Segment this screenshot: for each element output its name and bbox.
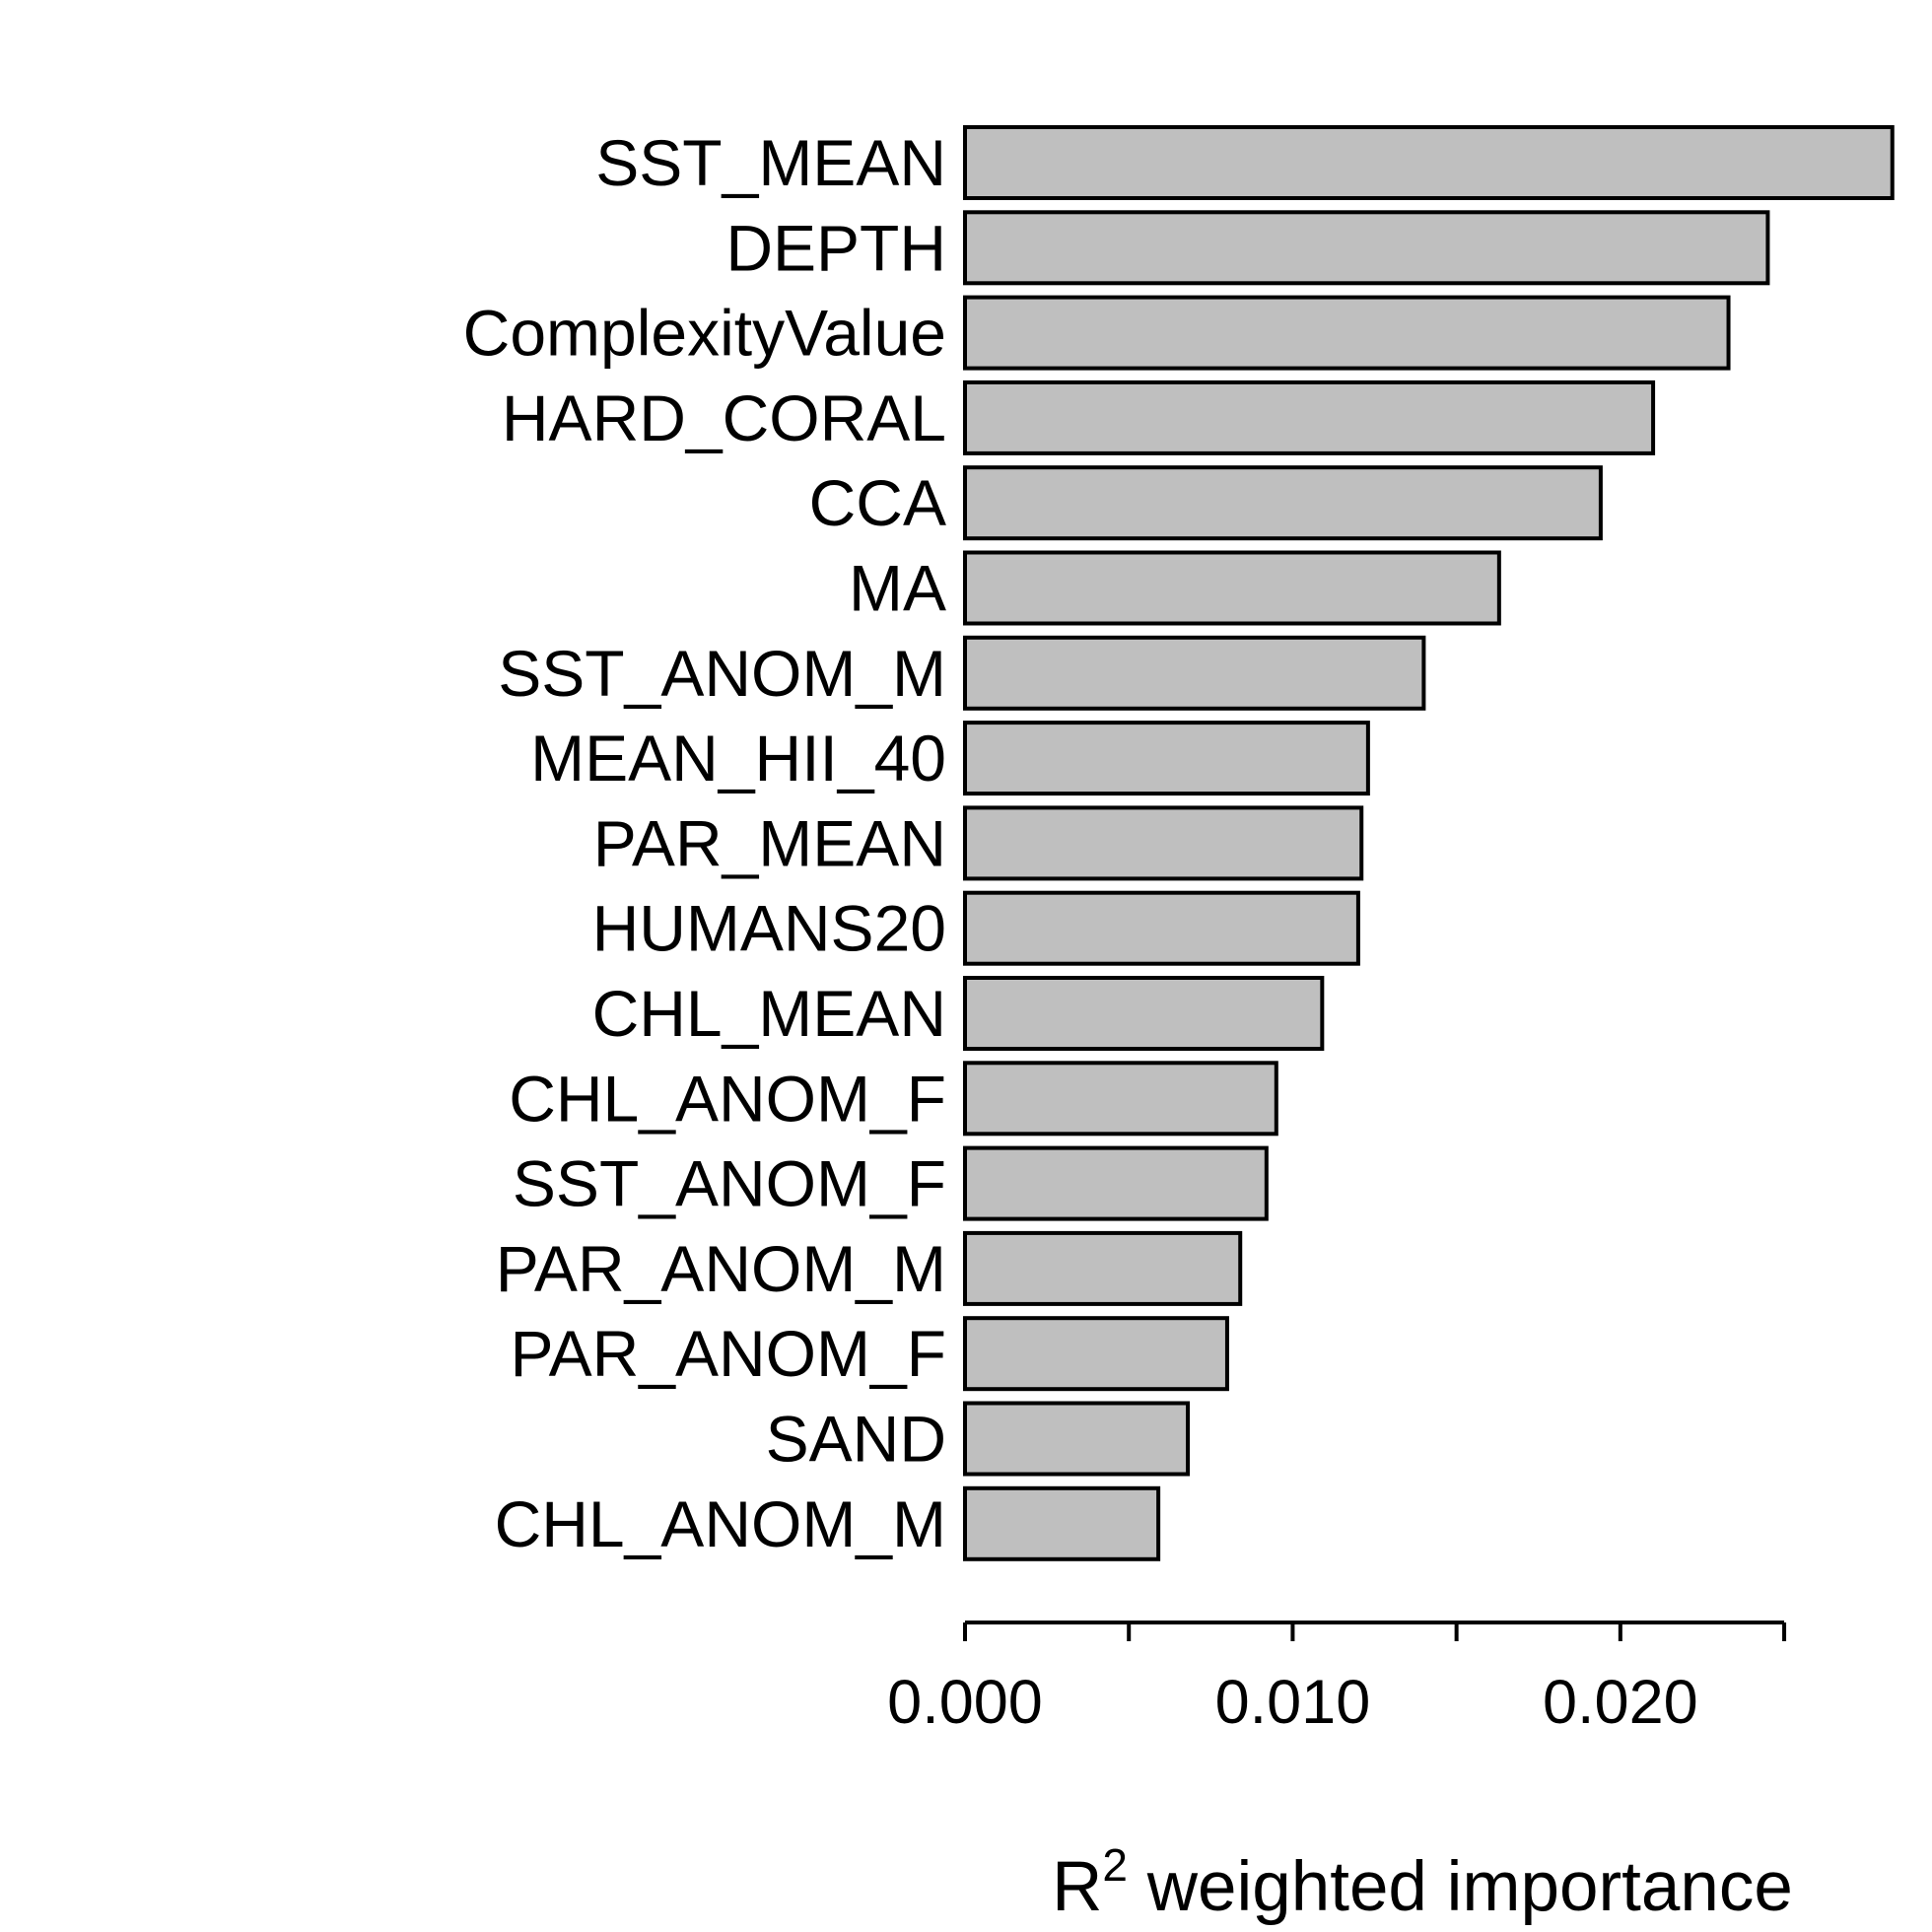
bar — [963, 1230, 1243, 1306]
bar — [963, 1061, 1278, 1137]
y-tick-label: PAR_ANOM_F — [510, 1317, 946, 1390]
bar — [963, 721, 1370, 796]
bar — [963, 635, 1426, 711]
bar — [963, 295, 1731, 371]
y-tick-label: CHL_ANOM_F — [509, 1062, 946, 1135]
bar — [963, 976, 1325, 1051]
bar — [963, 550, 1501, 626]
bar — [963, 125, 1895, 200]
x-axis-label: R2 weighted importance — [1052, 1839, 1793, 1926]
y-tick-label: CCA — [809, 466, 946, 539]
bar — [963, 1485, 1161, 1561]
x-tick-label: 0.020 — [1543, 1668, 1698, 1737]
bar — [963, 210, 1770, 286]
x-label-rest: weighted importance — [1128, 1848, 1793, 1926]
bar — [963, 890, 1360, 966]
y-tick-label: SST_ANOM_F — [513, 1147, 946, 1220]
y-tick-label: MA — [849, 552, 946, 625]
y-tick-label: SAND — [766, 1403, 946, 1476]
y-tick-label: ComplexityValue — [463, 297, 946, 370]
x-tick-label: 0.010 — [1215, 1668, 1371, 1737]
y-tick-label: CHL_ANOM_M — [495, 1487, 946, 1560]
y-tick-label: HUMANS20 — [592, 892, 946, 965]
y-tick-label: SST_ANOM_M — [498, 637, 946, 710]
y-tick-label: HARD_CORAL — [502, 381, 946, 454]
x-label-base: R — [1052, 1848, 1102, 1926]
y-tick-label: PAR_MEAN — [593, 806, 946, 879]
y-tick-label: SST_MEAN — [595, 126, 946, 199]
bar — [963, 1145, 1269, 1221]
y-tick-label: PAR_ANOM_M — [496, 1232, 946, 1305]
bar — [963, 1401, 1191, 1477]
bar — [963, 465, 1603, 541]
y-tick-label: DEPTH — [725, 211, 946, 284]
x-tick-label: 0.000 — [887, 1668, 1043, 1737]
bar — [963, 380, 1656, 455]
y-tick-label: CHL_MEAN — [592, 977, 946, 1050]
y-tick-label: MEAN_HII_40 — [530, 722, 946, 794]
bar — [963, 1316, 1229, 1392]
bar — [963, 805, 1364, 881]
x-label-superscript: 2 — [1102, 1839, 1128, 1891]
